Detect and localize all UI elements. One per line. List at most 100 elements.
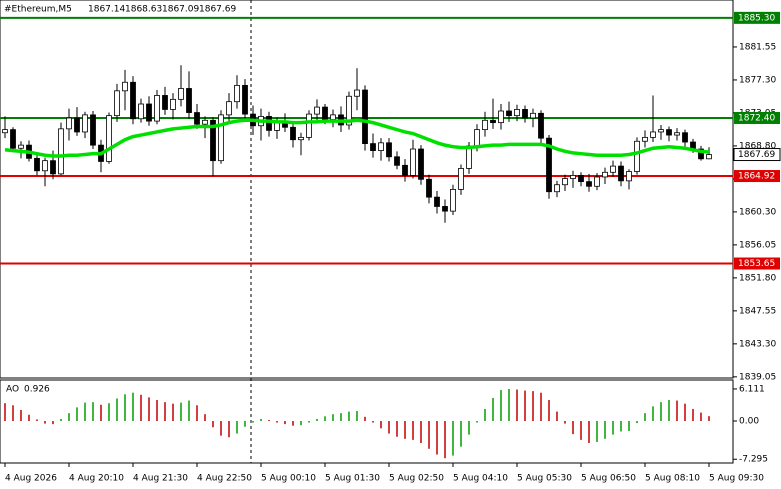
candle-body [82,114,88,133]
candle-body [354,89,360,97]
candle-body [426,178,432,198]
level-label-box [734,111,780,124]
candle-body [490,119,496,124]
candle-body [162,95,168,110]
x-tick-label: 5 Aug 05:30 [517,474,572,484]
candle-body [146,103,152,122]
y-tick-label: 1860.30 [739,207,776,217]
candle-body [210,119,216,162]
candle-body [90,114,96,146]
candle-body [346,95,352,126]
candle-body [474,129,480,147]
candle-body [218,114,224,162]
x-tick-label: 5 Aug 02:50 [389,474,444,484]
level-label: 1885.30 [738,13,775,23]
y-tick-label: 1877.30 [739,75,776,85]
candle-body [594,176,600,187]
candle-body [194,112,200,125]
candle-body [538,112,544,139]
candle-body [706,154,712,160]
x-tick-label: 5 Aug 09:30 [709,474,764,484]
candle-body [202,119,208,125]
x-tick-label: 4 Aug 2026 [5,474,57,484]
candle-body [18,144,24,149]
candle-body [562,178,568,186]
ao-y-tick-label: 6.111 [739,384,765,394]
candle-body [290,126,296,141]
level-label-box [734,170,780,183]
price-label-box [733,148,781,162]
candle-body [234,84,240,103]
candle-body [242,84,248,115]
x-tick-label: 4 Aug 20:10 [69,474,124,484]
candle-body [418,148,424,180]
candle-body [130,81,136,120]
candle-body [402,164,408,176]
y-tick-label: 1868.80 [739,141,776,151]
x-tick-label: 5 Aug 04:10 [453,474,508,484]
ao-y-tick-label: 0.00 [739,417,759,427]
candle-body [322,106,328,120]
candle-body [602,171,608,178]
candle-body [378,142,384,151]
candle-body [522,109,528,119]
candle-body [434,196,440,207]
candle-body [626,171,632,182]
candle-body [530,112,536,119]
candle-body [330,114,336,120]
candle-body [442,206,448,212]
ao-value: 0.926 [24,385,50,395]
candle-body [650,131,656,138]
x-tick-label: 5 Aug 01:30 [325,474,380,484]
candle-body [154,95,160,122]
level-label: 1872.40 [738,113,775,123]
candle-body [170,98,176,110]
candle-body [58,128,64,175]
y-tick-label: 1856.05 [739,240,776,250]
candle-body [50,160,56,175]
ohlc-low: 1867.09 [162,5,199,15]
y-tick-label: 1851.80 [739,273,776,283]
candle-body [482,119,488,131]
price-label: 1867.69 [738,150,775,160]
level-label: 1864.92 [738,172,775,182]
y-tick-label: 1839.05 [739,372,776,382]
x-tick-label: 5 Aug 06:50 [581,474,636,484]
x-tick-label: 5 Aug 08:10 [645,474,700,484]
candle-body [506,110,512,117]
candle-body [410,148,416,176]
candle-body [634,140,640,172]
candle-body [554,184,560,193]
candle-body [498,110,504,124]
candle-body [578,175,584,183]
candle-body [106,115,112,162]
candle-body [306,113,312,138]
candle-body [2,129,8,134]
x-tick-label: 4 Aug 22:50 [197,474,252,484]
candle-body [682,132,688,143]
candle-body [586,181,592,187]
level-label-box [734,11,780,24]
y-tick-label: 1847.55 [739,306,776,316]
candle-body [666,129,672,136]
candle-body [362,89,368,144]
level-label-box [734,257,780,270]
candle-body [266,116,272,131]
candle-body [178,88,184,100]
y-tick-label: 1881.55 [739,42,776,52]
ao-y-tick-label: -7.295 [739,455,768,465]
candle-body [466,145,472,169]
candle-body [114,90,120,117]
candle-body [570,175,576,179]
candle-body [610,165,616,173]
x-tick-label: 5 Aug 00:10 [261,474,316,484]
candle-body [66,117,72,130]
candle-body [514,109,520,117]
candle-body [34,157,40,172]
candle-body [122,81,128,92]
candle-body [618,165,624,182]
candle-body [74,117,80,133]
moving-average [4,118,710,158]
candle-body [698,148,704,160]
